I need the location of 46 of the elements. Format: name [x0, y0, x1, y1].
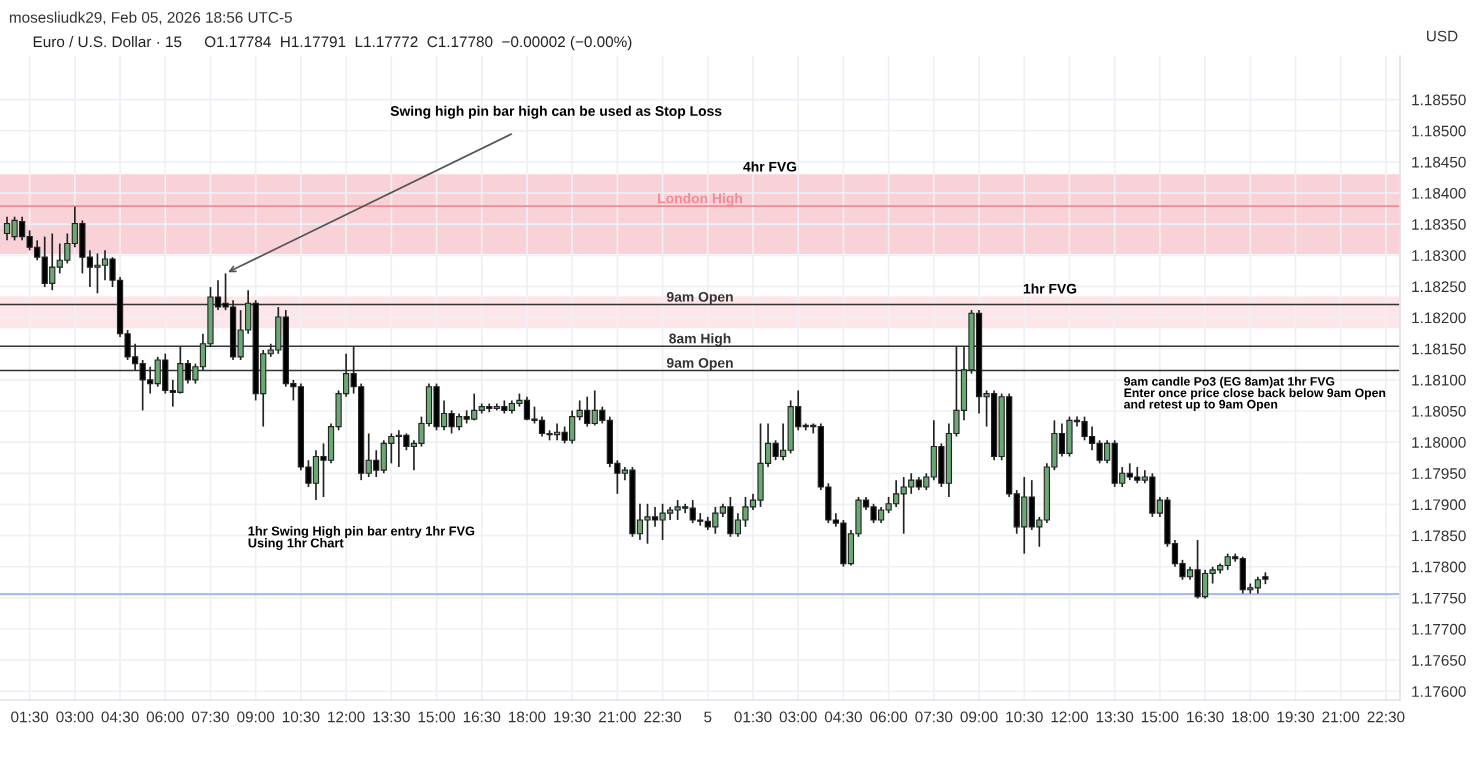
candlestick [162, 352, 169, 395]
candlestick [312, 449, 320, 501]
candlestick [870, 502, 877, 524]
candlestick [659, 502, 666, 541]
candlestick [734, 512, 742, 538]
candlestick [1081, 415, 1088, 442]
candlestick [184, 359, 191, 385]
candlestick [147, 365, 154, 395]
candlestick [373, 449, 380, 478]
candlestick [471, 392, 478, 422]
candlestick [840, 519, 847, 568]
candlestick [380, 439, 387, 475]
candlestick [101, 249, 109, 282]
candlestick [538, 415, 546, 438]
candlestick [1066, 415, 1073, 458]
candlestick [1021, 476, 1028, 555]
candlestick [395, 429, 402, 468]
candlestick [757, 422, 764, 508]
candlestick [18, 215, 26, 242]
candlestick [11, 215, 18, 242]
candlestick [644, 502, 651, 545]
candlestick [651, 506, 659, 528]
candlestick [893, 479, 900, 508]
candlestick [712, 506, 719, 535]
candlestick [727, 496, 734, 538]
candlestick [3, 215, 11, 242]
candlestick [154, 355, 161, 388]
candlestick [930, 419, 937, 481]
candlestick [388, 432, 395, 465]
candlestick [1239, 555, 1246, 595]
candlestick [433, 382, 440, 432]
candlestick [689, 499, 696, 524]
candlestick [94, 252, 101, 295]
candlestick [1111, 439, 1118, 488]
candlestick [49, 232, 56, 292]
candlestick [569, 409, 576, 445]
candlestick [1149, 472, 1156, 518]
candlestick [900, 476, 907, 535]
candlestick [41, 235, 48, 288]
candlestick [606, 415, 613, 468]
candlestick [448, 409, 455, 435]
candlestick [584, 395, 591, 428]
candlestick [1201, 568, 1209, 600]
candlestick [1194, 539, 1201, 600]
candlestick [674, 499, 681, 521]
candlestick [591, 389, 598, 427]
